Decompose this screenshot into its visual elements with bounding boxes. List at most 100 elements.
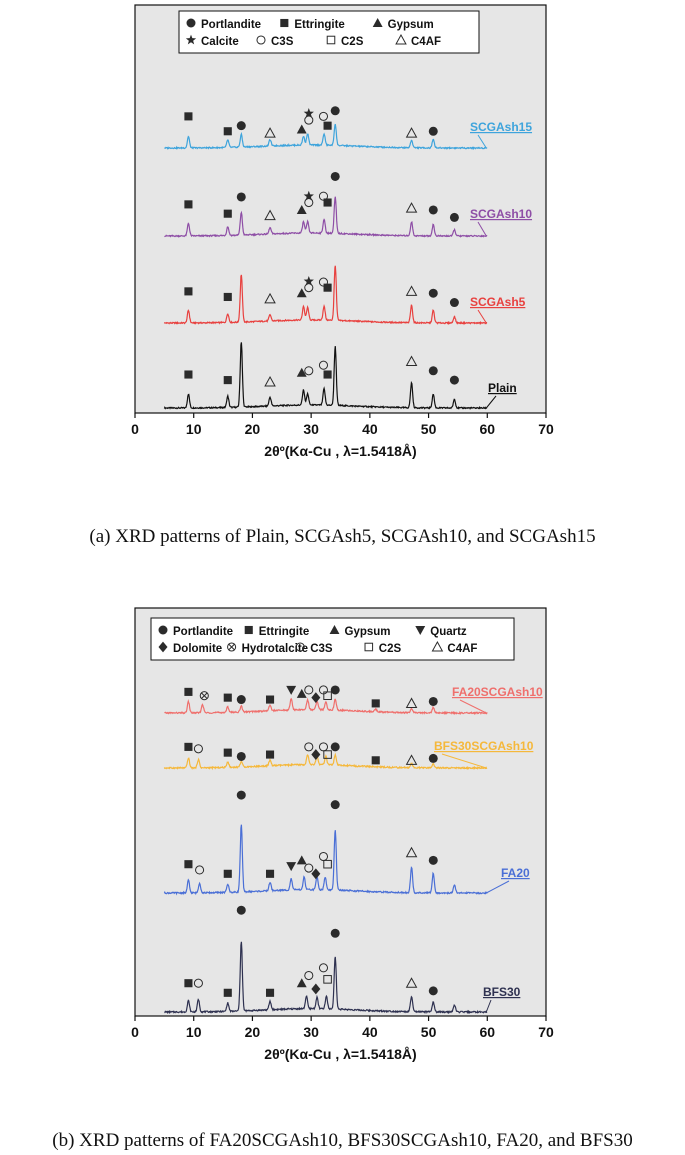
peak-marker-triangle-down-filled: [286, 862, 297, 872]
series-line: [164, 941, 488, 1015]
peak-marker-square-filled: [184, 860, 193, 869]
peak-marker-triangle-up-filled: [296, 205, 307, 215]
legend-marker-circle-open: [256, 35, 266, 45]
peak-marker-square-filled: [184, 687, 193, 696]
legend-marker-diamond-filled: [158, 641, 168, 653]
peak-marker-circle-open: [318, 277, 329, 287]
legend-label: Ettringite: [259, 626, 309, 638]
legend-label: Gypsum: [345, 626, 391, 638]
legend-label: Portlandite: [201, 19, 261, 31]
legend: Portlandite Ettringite Gypsum Quartz Dolomit…: [150, 617, 515, 661]
peak-marker-triangle-up-filled: [296, 855, 307, 865]
peak-marker-circle-filled: [428, 366, 438, 376]
legend-label: Dolomite: [173, 643, 222, 655]
peak-marker-circle-filled: [428, 205, 438, 215]
series-label: FA20SCGAsh10: [452, 685, 543, 699]
caption-b: (b) XRD patterns of FA20SCGAsh10, BFS30S…: [52, 1130, 633, 1151]
peak-marker-circle-filled: [236, 751, 246, 761]
peak-marker-square-filled: [223, 292, 232, 302]
peak-marker-circle-filled: [330, 928, 340, 938]
series-label: BFS30: [483, 985, 521, 999]
peak-marker-triangle-up-open: [405, 285, 418, 296]
peak-marker-square-filled: [184, 979, 193, 988]
peak-marker-circle-filled: [428, 855, 438, 865]
peak-marker-square-filled: [184, 112, 193, 121]
peak-marker-square-filled: [265, 750, 275, 759]
series-label-leader: [486, 880, 510, 894]
x-tick-label: 0: [131, 421, 139, 437]
series-label-leader: [485, 999, 492, 1013]
series-label-leader: [477, 221, 487, 237]
peak-marker-square-filled: [223, 748, 232, 757]
peak-marker-circle-filled: [330, 800, 340, 810]
peak-marker-circle-open: [304, 742, 314, 752]
x-tick-label: 0: [131, 1024, 139, 1040]
series-Plain: Plain: [163, 342, 517, 410]
x-tick-label: 60: [479, 421, 495, 437]
legend-box: [150, 617, 515, 661]
peak-marker-square-filled: [184, 742, 193, 751]
series-label-leader: [477, 134, 487, 149]
peak-marker-circle-filled: [449, 298, 459, 308]
peak-marker-triangle-up-open: [264, 375, 276, 387]
series-line: [163, 342, 488, 410]
series-label: SCGAsh5: [470, 295, 526, 309]
series-BFS30: BFS30: [164, 905, 521, 1015]
peak-marker-square-filled: [265, 695, 275, 704]
legend-marker-square-open: [364, 642, 374, 652]
peak-marker-circle-open: [193, 744, 203, 754]
peak-marker-triangle-up-open: [405, 355, 418, 367]
peak-marker-circle-filled: [236, 192, 246, 202]
x-tick-label: 30: [303, 421, 319, 437]
peak-marker-square-open: [323, 975, 332, 984]
legend-label: C4AF: [447, 643, 477, 655]
x-tick-label: 40: [362, 421, 378, 437]
peak-marker-square-filled: [323, 121, 332, 130]
series-line: [164, 697, 488, 716]
series-label-leader: [459, 699, 487, 714]
peak-marker-circle-filled: [330, 106, 340, 116]
peak-marker-square-filled: [184, 370, 193, 379]
series-SCGAsh10: SCGAsh10: [164, 171, 532, 238]
peak-marker-circle-filled: [449, 375, 459, 385]
series-label: Plain: [488, 381, 517, 395]
peak-marker-triangle-up-filled: [296, 124, 307, 134]
peak-marker-square-filled: [371, 699, 380, 708]
peak-marker-star-filled: [303, 108, 314, 118]
peak-marker-circle-filled: [449, 212, 459, 222]
series-line: [163, 265, 488, 326]
legend-label: Gypsum: [388, 19, 434, 31]
peak-marker-circle-filled: [428, 288, 438, 298]
series-label: FA20: [501, 866, 530, 880]
legend-marker-circle-filled: [186, 18, 196, 28]
hydrotalcite-cross-b: [228, 643, 235, 651]
caption-a: (a) XRD patterns of Plain, SCGAsh5, SCGA…: [89, 526, 596, 547]
hydrotalcite-cross-b: [201, 692, 208, 699]
legend-marker-circle-cross: [227, 642, 237, 652]
legend-label: Portlandite: [173, 626, 233, 638]
peak-marker-circle-cross: [199, 691, 209, 701]
peak-marker-diamond-filled: [311, 692, 321, 704]
series-FA20SCGAsh10: FA20SCGAsh10: [164, 685, 543, 716]
peak-marker-triangle-up-filled: [296, 367, 307, 377]
peak-marker-circle-open: [318, 963, 329, 973]
x-axis-title: 2θº(Kα-Cu , λ=1.5418Å): [264, 1046, 416, 1062]
peak-marker-square-open: [323, 859, 332, 869]
peak-marker-square-filled: [223, 376, 232, 385]
legend-label: Ettringite: [294, 19, 344, 31]
peak-marker-circle-filled: [236, 121, 246, 131]
x-tick-label: 70: [538, 421, 554, 437]
peak-marker-square-filled: [323, 198, 332, 207]
peak-marker-triangle-up-open: [405, 202, 418, 213]
peak-marker-square-filled: [323, 283, 332, 292]
peak-marker-circle-filled: [236, 790, 246, 800]
peak-marker-triangle-up-open: [264, 292, 276, 304]
legend-marker-square-filled: [280, 18, 289, 28]
legend-label: C2S: [341, 36, 364, 48]
series-BFS30SCGAsh10: BFS30SCGAsh10: [163, 739, 534, 771]
series-line: [164, 196, 488, 238]
x-tick-label: 50: [421, 421, 437, 437]
series-label: SCGAsh10: [470, 207, 532, 221]
hydrotalcite-circle: [227, 642, 237, 652]
peak-marker-square-filled: [223, 127, 232, 136]
